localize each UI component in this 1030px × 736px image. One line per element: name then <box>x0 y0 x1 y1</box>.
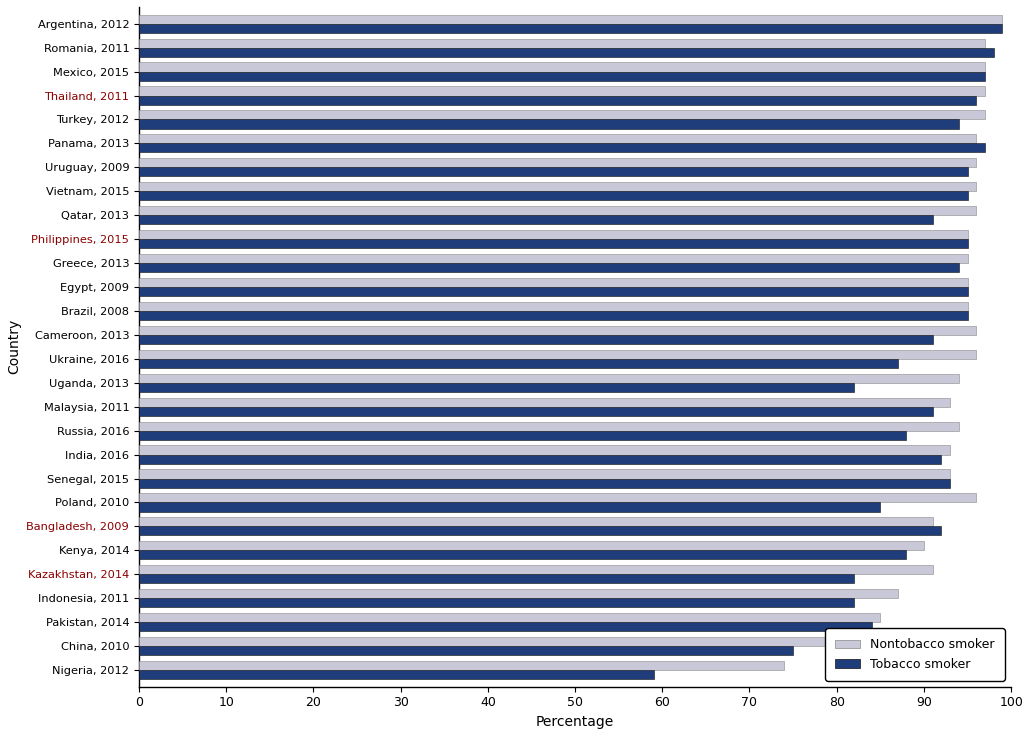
Bar <box>139 263 959 272</box>
Bar <box>139 526 941 536</box>
Bar <box>139 15 1002 24</box>
Bar <box>139 670 654 679</box>
Bar <box>139 455 941 464</box>
Y-axis label: Country: Country <box>7 319 21 375</box>
Bar <box>139 254 967 263</box>
Bar <box>139 71 985 81</box>
Bar <box>139 646 793 655</box>
Bar <box>139 191 967 200</box>
Bar <box>139 359 898 368</box>
Bar <box>139 215 932 224</box>
Bar <box>139 374 959 383</box>
Bar <box>139 493 976 503</box>
Bar <box>139 517 932 526</box>
Bar <box>139 397 950 407</box>
Bar <box>139 96 976 105</box>
Bar <box>139 598 854 607</box>
Bar <box>139 565 932 574</box>
Bar <box>139 350 976 359</box>
Legend: Nontobacco smoker, Tobacco smoker: Nontobacco smoker, Tobacco smoker <box>825 629 1005 681</box>
Bar <box>139 158 976 167</box>
Bar <box>139 110 985 119</box>
Bar <box>139 637 828 646</box>
Bar <box>139 622 871 631</box>
Bar <box>139 206 976 215</box>
Bar <box>139 574 854 584</box>
Bar <box>139 661 785 670</box>
Bar <box>139 24 1002 33</box>
Bar <box>139 431 906 439</box>
Bar <box>139 445 950 455</box>
Bar <box>139 383 854 392</box>
Bar <box>139 551 906 559</box>
Bar <box>139 86 985 96</box>
Bar <box>139 422 959 431</box>
Bar <box>139 230 967 239</box>
Bar <box>139 239 967 248</box>
Bar <box>139 470 950 478</box>
Bar <box>139 144 985 152</box>
Bar <box>139 48 994 57</box>
Bar <box>139 335 932 344</box>
Bar <box>139 407 932 416</box>
Bar <box>139 63 985 71</box>
Bar <box>139 503 881 512</box>
X-axis label: Percentage: Percentage <box>536 715 614 729</box>
Bar <box>139 119 959 129</box>
Bar <box>139 326 976 335</box>
Bar <box>139 134 976 144</box>
Bar <box>139 478 950 488</box>
Bar <box>139 311 967 320</box>
Bar <box>139 167 967 177</box>
Bar <box>139 38 985 48</box>
Bar <box>139 183 976 191</box>
Bar <box>139 541 924 551</box>
Bar <box>139 278 967 287</box>
Bar <box>139 589 898 598</box>
Bar <box>139 302 967 311</box>
Bar <box>139 287 967 296</box>
Bar <box>139 613 881 622</box>
